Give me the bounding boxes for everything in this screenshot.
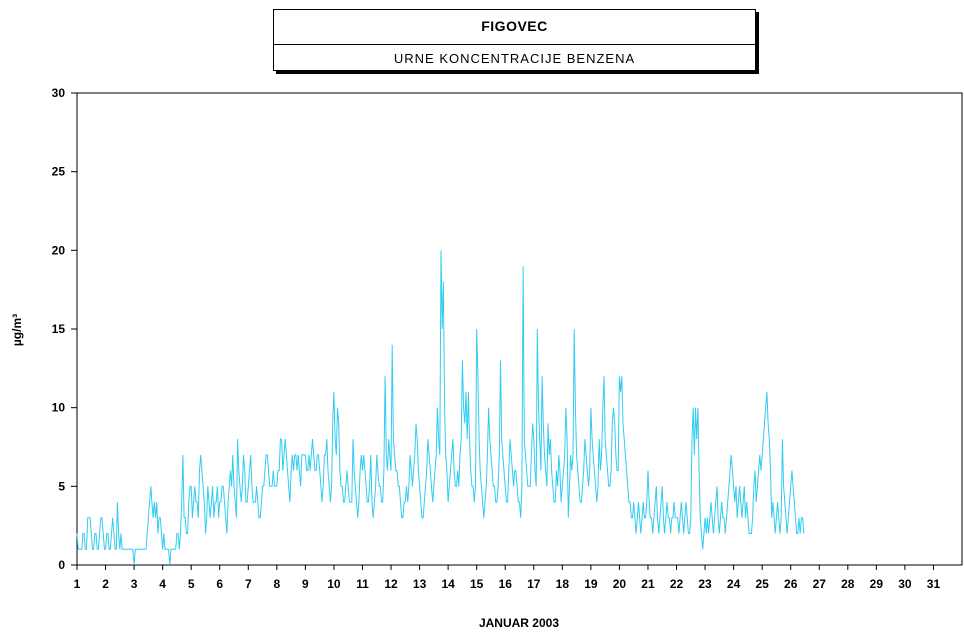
x-tick-label-3: 4	[159, 577, 166, 591]
x-tick-label-20: 21	[641, 577, 655, 591]
chart-title-box: FIGOVEC URNE KONCENTRACIJE BENZENA	[273, 9, 756, 71]
y-tick-label-4: 20	[52, 243, 66, 257]
x-tick-label-1: 2	[102, 577, 109, 591]
y-tick-label-0: 0	[58, 558, 65, 572]
x-tick-label-5: 6	[216, 577, 223, 591]
x-tick-label-6: 7	[245, 577, 252, 591]
y-tick-label-1: 5	[58, 479, 65, 493]
x-tick-label-21: 22	[670, 577, 684, 591]
y-tick-label-5: 25	[52, 165, 66, 179]
x-tick-label-26: 27	[813, 577, 827, 591]
x-axis: 1 2 3 4 5 6 7 8 9 10 11 12 13 14 15 16 17 18 19 20 21 22 23 24 2…	[74, 565, 941, 591]
x-tick-label-22: 23	[698, 577, 712, 591]
x-tick-label-24: 25	[755, 577, 769, 591]
x-tick-label-17: 18	[556, 577, 570, 591]
x-tick-label-27: 28	[841, 577, 855, 591]
x-tick-label-4: 5	[188, 577, 195, 591]
y-tick-label-6: 30	[52, 86, 66, 100]
x-tick-label-9: 10	[327, 577, 341, 591]
x-tick-label-25: 26	[784, 577, 798, 591]
x-tick-label-13: 14	[441, 577, 455, 591]
x-tick-label-2: 3	[131, 577, 138, 591]
x-tick-label-7: 8	[273, 577, 280, 591]
x-tick-label-23: 24	[727, 577, 741, 591]
x-tick-label-30: 31	[927, 577, 941, 591]
x-tick-label-15: 16	[499, 577, 513, 591]
y-axis-title: µg/m³	[10, 314, 24, 346]
title-separator	[274, 44, 755, 45]
x-tick-label-29: 30	[898, 577, 912, 591]
x-tick-label-10: 11	[356, 577, 369, 591]
y-axis: 0 5 10 15 20 25 30	[52, 86, 77, 572]
plot-area	[76, 92, 963, 566]
x-axis-title: JANUAR 2003	[479, 616, 559, 630]
x-tick-label-14: 15	[470, 577, 484, 591]
x-tick-label-8: 9	[302, 577, 309, 591]
x-tick-label-19: 20	[613, 577, 627, 591]
y-tick-label-2: 10	[52, 401, 66, 415]
chart-title: FIGOVEC	[481, 18, 548, 34]
chart-subtitle: URNE KONCENTRACIJE BENZENA	[393, 51, 636, 66]
x-tick-label-16: 17	[527, 577, 541, 591]
y-tick-label-3: 15	[52, 322, 66, 336]
x-tick-label-11: 12	[384, 577, 398, 591]
x-tick-label-0: 1	[74, 577, 81, 591]
series-line	[76, 250, 805, 566]
x-tick-label-12: 13	[413, 577, 427, 591]
x-tick-label-28: 29	[870, 577, 884, 591]
x-tick-label-18: 19	[584, 577, 598, 591]
